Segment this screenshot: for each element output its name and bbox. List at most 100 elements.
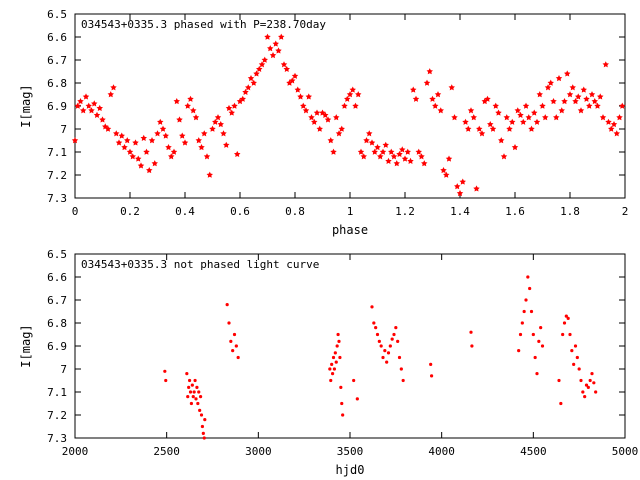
data-point <box>383 349 387 353</box>
data-point <box>528 286 532 291</box>
data-point <box>113 130 120 137</box>
data-point <box>379 344 383 348</box>
data-point <box>555 75 563 82</box>
x-tick-label: 2 <box>622 205 629 218</box>
data-point <box>426 68 433 75</box>
data-point <box>610 121 618 128</box>
data-point <box>341 102 348 109</box>
chart-title: 034543+0335.3 phased with P=238.70day <box>81 18 326 31</box>
data-point <box>586 385 590 389</box>
data-point <box>159 125 167 132</box>
data-point <box>236 355 240 360</box>
data-point <box>74 102 81 109</box>
data-point <box>212 118 219 125</box>
data-point <box>619 102 626 109</box>
data-point <box>85 102 92 109</box>
data-point <box>256 65 263 72</box>
data-point <box>592 381 596 385</box>
data-point <box>186 395 190 399</box>
data-point <box>146 167 153 174</box>
data-point <box>191 395 195 399</box>
data-point <box>291 72 299 79</box>
data-point <box>537 339 541 343</box>
data-point <box>71 137 79 144</box>
data-point <box>198 144 205 151</box>
data-point <box>179 132 186 139</box>
data-point <box>564 314 568 318</box>
data-point <box>388 344 392 348</box>
data-point <box>225 104 233 112</box>
y-tick-label: 6.9 <box>47 100 67 113</box>
data-point <box>440 167 447 174</box>
data-point <box>517 349 521 353</box>
data-point <box>77 98 84 105</box>
data-point <box>302 107 310 114</box>
data-point <box>88 107 95 114</box>
data-point <box>536 91 543 98</box>
data-point <box>280 61 288 68</box>
data-point <box>297 93 304 100</box>
data-point <box>322 111 329 118</box>
data-point <box>382 141 389 148</box>
data-point <box>429 95 436 102</box>
y-tick-label: 6.8 <box>47 317 67 330</box>
data-point <box>200 424 205 429</box>
data-point <box>217 121 224 128</box>
data-point <box>586 102 593 109</box>
data-point <box>140 134 147 141</box>
y-tick-label: 7.1 <box>47 386 67 399</box>
data-point <box>553 114 560 121</box>
data-point <box>346 91 354 98</box>
data-point <box>333 114 340 121</box>
data-point <box>542 114 549 121</box>
data-point <box>129 153 136 160</box>
data-point <box>377 339 381 343</box>
data-point <box>283 65 290 72</box>
data-point <box>340 401 344 406</box>
data-point <box>232 332 237 337</box>
data-point <box>397 355 402 360</box>
data-point <box>572 98 579 105</box>
data-point <box>539 326 543 330</box>
data-point <box>423 79 431 86</box>
data-point <box>335 130 343 137</box>
data-point <box>104 125 112 132</box>
unphased-light-curve-panel: 2000 2500 3000 3500 4000 4500 5000 6.5 6.6 6.7 6.8… <box>19 248 638 477</box>
data-point <box>187 95 194 102</box>
data-point <box>498 137 505 144</box>
data-point <box>396 150 403 158</box>
y-tick-label: 6.7 <box>47 54 67 67</box>
data-point <box>525 114 532 121</box>
data-point <box>245 84 252 91</box>
data-point <box>272 40 279 47</box>
data-point <box>559 401 563 406</box>
y-tick-label: 7.3 <box>47 432 67 445</box>
data-point <box>401 378 405 383</box>
data-point <box>590 372 594 376</box>
data-point <box>99 116 106 123</box>
data-point <box>371 148 378 155</box>
phased-light-curve-panel: 0 0.2 0.4 0.6 0.8 1 1.2 1.4 1.6 1.8 2 6.5 6.6 6.7 6.8 6… <box>19 8 628 237</box>
data-point <box>581 390 585 394</box>
y-axis-label: I[mag] <box>19 84 33 127</box>
y-tick-label: 6.6 <box>47 31 67 44</box>
data-point <box>234 150 241 158</box>
data-point <box>124 137 131 144</box>
data-point <box>580 86 587 93</box>
data-point <box>583 395 587 399</box>
data-point <box>577 367 581 371</box>
data-point <box>500 153 508 160</box>
x-tick-label: 2000 <box>62 445 89 458</box>
data-point <box>544 84 552 91</box>
y-tick-label: 6.5 <box>47 8 67 21</box>
data-point <box>372 321 376 325</box>
data-point <box>608 125 615 132</box>
data-point <box>157 118 164 125</box>
data-point <box>203 418 207 422</box>
data-point <box>188 390 193 394</box>
data-point <box>465 125 472 132</box>
data-point <box>189 401 194 406</box>
data-point <box>399 146 406 153</box>
data-point <box>267 45 274 52</box>
data-point <box>132 139 139 146</box>
